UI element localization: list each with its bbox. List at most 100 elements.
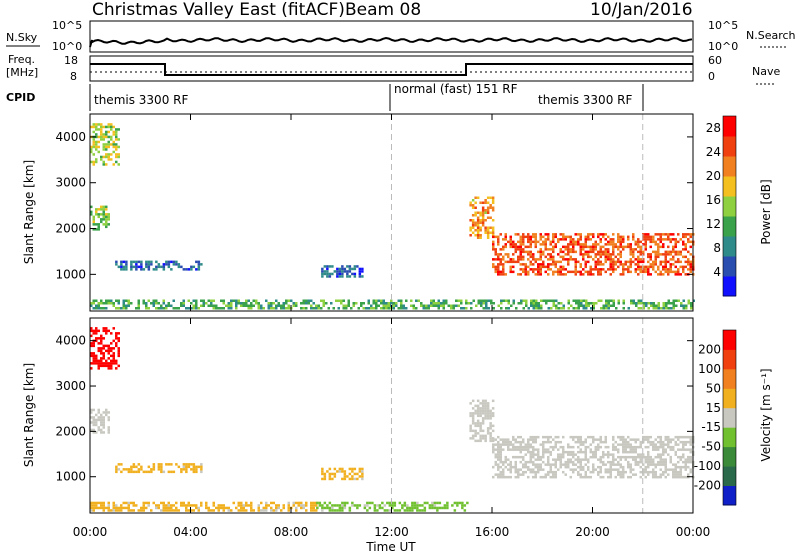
velocity-echo-cell	[333, 509, 337, 512]
power-echo-cell	[476, 226, 480, 229]
velocity-echo-region	[115, 463, 203, 474]
velocity-echo-cell	[682, 448, 685, 451]
power-echo-cell	[585, 299, 588, 302]
velocity-echo-cell	[102, 431, 105, 434]
power-echo-cell	[634, 248, 637, 251]
power-echo-cell	[530, 302, 533, 305]
velocity-echo-region	[321, 467, 364, 481]
power-echo-cell	[667, 302, 670, 305]
power-echo-cell	[302, 299, 305, 302]
power-echo-cell	[100, 133, 103, 136]
power-echo-cell	[102, 155, 105, 159]
velocity-echo-cell	[577, 460, 580, 464]
velocity-echo-cell	[609, 460, 612, 464]
power-echo-cell	[92, 218, 95, 221]
velocity-echo-cell	[479, 434, 482, 438]
velocity-echo-cell	[157, 468, 161, 471]
velocity-echo-cell	[368, 501, 372, 505]
power-echo-cell	[492, 243, 495, 246]
velocity-echo-cell	[567, 453, 570, 456]
velocity-echo-cell	[110, 349, 113, 353]
power-echo-cell	[609, 268, 612, 271]
power-echo-cell	[341, 272, 344, 276]
power-echo-cell	[122, 260, 126, 264]
power-echo-cell	[112, 150, 115, 154]
beam-label: Beam 08	[345, 0, 421, 20]
velocity-echo-cell	[343, 470, 347, 473]
power-echo-cell	[425, 304, 428, 307]
velocity-echo-cell	[481, 417, 485, 420]
velocity-echo-cell	[484, 417, 487, 420]
velocity-echo-cell	[659, 455, 662, 459]
velocity-echo-cell	[453, 501, 457, 505]
power-echo-cell	[182, 268, 186, 271]
velocity-echo-cell	[102, 418, 105, 422]
velocity-echo-cell	[522, 440, 525, 444]
velocity-echo-cell	[321, 509, 324, 512]
velocity-echo-cell	[647, 465, 650, 469]
velocity-echo-data	[90, 318, 695, 513]
power-echo-cell	[457, 299, 460, 302]
velocity-echo-cell	[649, 443, 652, 446]
power-echo-cell	[497, 235, 500, 239]
power-echo-cell	[534, 273, 537, 276]
power-echo-cell	[380, 307, 383, 310]
power-echo-cell	[479, 221, 482, 224]
velocity-echo-cell	[341, 501, 344, 505]
velocity-echo-cell	[250, 504, 253, 507]
power-echo-cell	[672, 299, 675, 302]
power-echo-cell	[342, 299, 345, 302]
velocity-echo-cell	[542, 468, 545, 471]
power-echo-cell	[190, 268, 193, 271]
power-echo-cell	[162, 302, 165, 305]
power-echo-cell	[579, 270, 582, 274]
power-echo-cell	[484, 211, 487, 214]
velocity-echo-cell	[406, 504, 409, 507]
velocity-echo-cell	[602, 450, 605, 454]
velocity-echo-cell	[592, 438, 595, 441]
velocity-echo-cell	[107, 506, 110, 510]
power-echo-cell	[554, 263, 557, 266]
power-echo-cell	[587, 233, 590, 236]
power-echo-cell	[484, 219, 487, 222]
power-echo-cell	[272, 302, 275, 305]
power-echo-cell	[474, 201, 477, 204]
velocity-echo-cell	[92, 506, 95, 510]
power-echo-cell	[215, 307, 218, 310]
power-echo-cell	[654, 258, 657, 261]
velocity-echo-cell	[416, 504, 419, 507]
velocity-echo-cell	[195, 470, 198, 474]
velocity-echo-cell	[592, 468, 595, 471]
velocity-echo-cell	[292, 504, 295, 507]
power-echo-cell	[100, 208, 103, 211]
velocity-echo-cell	[190, 468, 193, 471]
velocity-echo-cell	[295, 501, 298, 505]
velocity-echo-cell	[471, 434, 475, 438]
velocity-echo-cell	[481, 422, 485, 425]
power-echo-cell	[532, 302, 535, 305]
power-echo-cell	[684, 233, 687, 236]
velocity-echo-cell	[499, 448, 502, 451]
colorbar-swatch	[723, 446, 736, 467]
velocity-echo-cell	[122, 506, 125, 510]
colorbar-tick-label: 200	[698, 342, 721, 356]
velocity-echo-cell	[584, 475, 587, 479]
power-echo-cell	[637, 238, 640, 241]
power-echo-cell	[177, 263, 181, 266]
power-echo-cell	[577, 240, 580, 244]
velocity-echo-cell	[597, 443, 600, 446]
power-echo-cell	[634, 263, 637, 266]
power-echo-cell	[165, 263, 168, 266]
power-echo-cell	[155, 307, 158, 310]
power-echo-cell	[547, 253, 550, 256]
power-echo-cell	[328, 265, 332, 268]
velocity-echo-cell	[479, 429, 482, 433]
velocity-echo-cell	[532, 470, 535, 474]
power-echo-cell	[474, 234, 477, 237]
velocity-echo-cell	[524, 443, 527, 446]
velocity-echo-cell	[107, 411, 110, 414]
velocity-echo-cell	[634, 448, 637, 451]
velocity-echo-cell	[639, 458, 642, 461]
power-echo-cell	[346, 265, 349, 268]
power-echo-cell	[579, 238, 582, 241]
